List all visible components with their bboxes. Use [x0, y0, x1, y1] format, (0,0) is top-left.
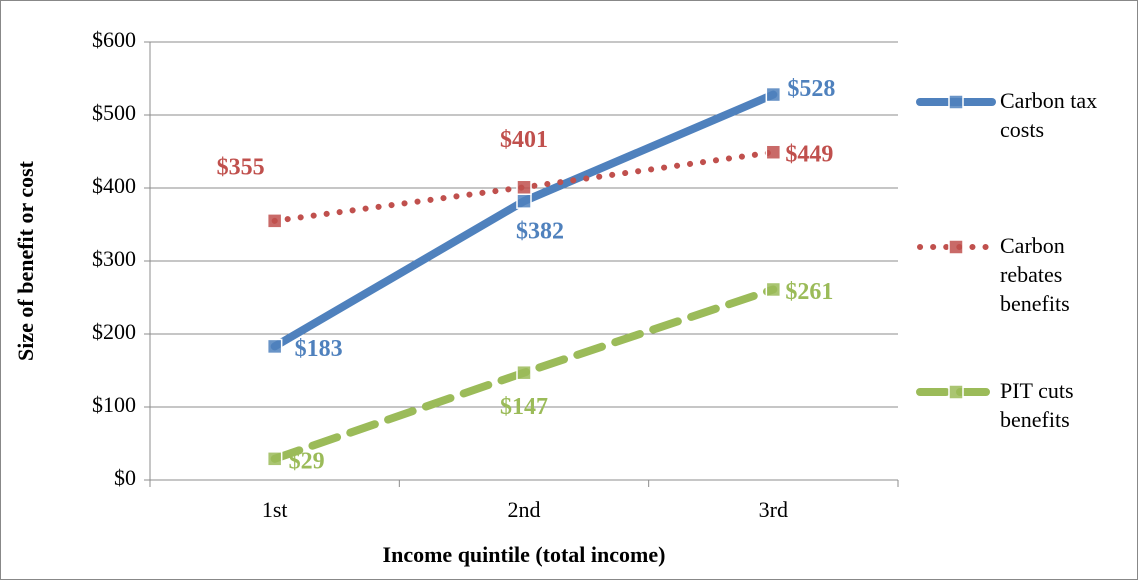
x-tick-label: 1st — [262, 497, 288, 522]
data-label: $382 — [516, 219, 564, 245]
data-marker — [266, 213, 283, 229]
y-tick-label: $0 — [114, 465, 136, 490]
y-tick-label: $200 — [92, 319, 136, 344]
data-label: $147 — [500, 394, 548, 420]
data-label: $29 — [289, 448, 325, 474]
y-axis-title: Size of benefit or cost — [13, 160, 38, 361]
data-label: $528 — [787, 76, 835, 102]
x-tick-label: 2nd — [508, 497, 541, 522]
data-marker — [266, 451, 283, 467]
y-tick-label: $400 — [92, 173, 136, 198]
data-marker — [765, 144, 782, 160]
y-tick-label: $100 — [92, 392, 136, 417]
data-label: $183 — [295, 336, 343, 362]
legend-label: PIT cuts benefits — [1000, 378, 1074, 432]
x-tick-label: 3rd — [759, 497, 788, 522]
data-marker — [516, 179, 532, 196]
legend-label: Carbon tax costs — [1000, 88, 1098, 142]
data-marker — [516, 364, 532, 381]
data-label: $401 — [500, 127, 548, 153]
data-marker — [266, 338, 283, 355]
data-label: $449 — [785, 142, 833, 168]
y-tick-label: $600 — [92, 27, 136, 52]
legend-marker — [948, 239, 964, 255]
legend-label: Carbon rebates benefits — [1000, 233, 1070, 316]
data-marker — [765, 281, 782, 298]
data-label: $355 — [217, 154, 265, 180]
y-tick-label: $300 — [92, 246, 136, 271]
y-tick-label: $500 — [92, 100, 136, 125]
data-marker — [765, 86, 782, 103]
data-marker — [516, 193, 532, 209]
legend-marker — [948, 94, 964, 110]
legend-marker — [948, 384, 964, 400]
data-label: $261 — [785, 279, 833, 305]
x-axis-title: Income quintile (total income) — [383, 542, 666, 567]
